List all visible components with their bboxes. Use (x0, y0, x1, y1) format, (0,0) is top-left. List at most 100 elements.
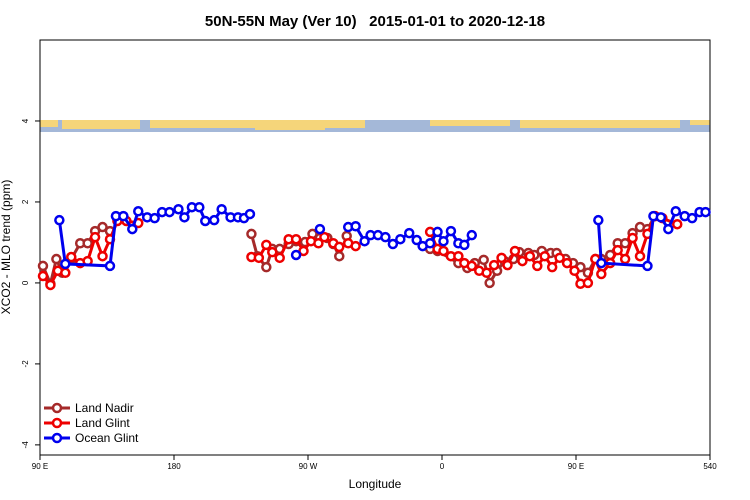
map-strip (40, 120, 710, 132)
point (670, 206, 682, 217)
x-tick-label: 180 (167, 462, 181, 471)
point (524, 250, 536, 262)
point (133, 206, 144, 217)
point (267, 246, 278, 258)
point (671, 218, 683, 230)
point (582, 277, 594, 289)
point (216, 203, 227, 215)
point (149, 212, 160, 224)
point (403, 227, 415, 239)
point (484, 277, 495, 289)
point (334, 250, 345, 262)
point (97, 221, 108, 233)
point (546, 261, 558, 273)
y-tick-label: 4 (21, 118, 30, 123)
legend-marker (51, 432, 63, 444)
x-tick-label: 90 E (32, 462, 48, 471)
point (554, 252, 565, 264)
point (596, 268, 607, 280)
point (517, 255, 528, 267)
point (246, 228, 257, 240)
point (290, 249, 302, 261)
point (313, 237, 324, 249)
point (274, 252, 285, 264)
point (179, 212, 190, 223)
point (700, 206, 711, 218)
point (261, 261, 272, 273)
point (60, 267, 71, 279)
point (244, 208, 256, 220)
point (502, 259, 513, 271)
point (200, 215, 211, 227)
point (194, 201, 205, 213)
point (593, 214, 604, 226)
point (424, 237, 436, 249)
point (350, 240, 361, 252)
x-axis-label: Longitude (349, 477, 402, 491)
point (466, 260, 478, 272)
point (60, 258, 71, 270)
point (173, 203, 184, 215)
point (82, 237, 93, 249)
point (380, 231, 391, 243)
legend-marker (51, 402, 63, 414)
point (104, 260, 116, 272)
x-tick-label: 0 (440, 462, 445, 471)
point (387, 238, 399, 250)
y-tick-label: 0 (21, 280, 30, 285)
point (118, 210, 129, 222)
point (298, 245, 309, 257)
point (350, 220, 361, 232)
point (642, 260, 653, 272)
legend-label: Land Glint (75, 416, 130, 430)
point (395, 233, 406, 245)
point (438, 245, 449, 257)
point (627, 232, 638, 244)
point (663, 223, 674, 235)
point (509, 245, 521, 257)
point (37, 260, 49, 272)
point (496, 252, 507, 264)
point (569, 265, 580, 277)
point (432, 226, 443, 238)
point (619, 237, 631, 249)
point (488, 259, 500, 271)
point (445, 225, 457, 237)
point (411, 234, 422, 246)
point (478, 254, 489, 266)
point (619, 253, 631, 265)
x-tick-label: 90 E (568, 462, 584, 471)
point (612, 244, 623, 256)
point (208, 214, 220, 226)
point (596, 257, 607, 269)
point (253, 252, 265, 264)
x-tick-label: 90 W (299, 462, 318, 471)
point (459, 239, 470, 251)
y-tick-label: -4 (21, 441, 30, 449)
legend-marker (51, 417, 63, 429)
point (45, 279, 56, 291)
legend-label: Ocean Glint (75, 431, 139, 445)
point (466, 229, 478, 241)
point (37, 270, 49, 282)
point (66, 251, 77, 263)
point (532, 260, 543, 272)
point (51, 253, 62, 265)
point (164, 206, 175, 218)
plot-frame (39, 39, 711, 456)
chart-title: 50N-55N May (Ver 10) 2015-01-01 to 2020-… (205, 13, 545, 30)
y-tick-label: -2 (21, 360, 30, 368)
point (319, 231, 330, 243)
point (539, 250, 550, 262)
point (89, 231, 101, 243)
point (290, 233, 302, 245)
point (314, 223, 326, 235)
legend-label: Land Nadir (75, 401, 134, 415)
point (261, 239, 272, 251)
point (334, 241, 345, 253)
point (54, 214, 65, 226)
point (634, 250, 646, 262)
x-tick-label: 540 (703, 462, 717, 471)
point (686, 212, 698, 224)
